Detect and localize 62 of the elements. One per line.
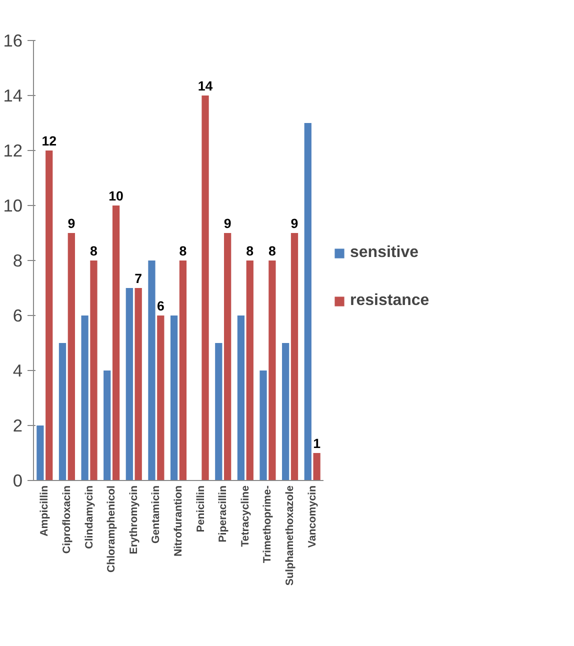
y-tick-label: 10: [3, 196, 23, 216]
bar: [36, 426, 44, 480]
y-tick-label: 0: [12, 470, 23, 490]
data-label: 8: [268, 244, 276, 258]
y-tick-label: 12: [3, 140, 23, 160]
x-tick-label: Trimethoprime-: [262, 485, 274, 564]
bar: [224, 233, 232, 480]
data-label: 9: [224, 216, 232, 231]
y-tick-label: 14: [3, 86, 23, 106]
x-tick-label: Chloramphenicol: [106, 485, 118, 573]
bar: [134, 288, 142, 480]
x-tick-label: Sulphamethoxazole: [284, 485, 296, 586]
legend-label: resistance: [350, 292, 430, 310]
data-label: 1: [313, 436, 322, 451]
bar: [58, 343, 66, 480]
x-tick-label: Penicillin: [194, 485, 207, 532]
y-tick-label: 4: [12, 360, 23, 380]
data-label: 9: [68, 216, 76, 231]
bar: [157, 316, 164, 480]
y-tick-label: 2: [12, 416, 23, 436]
y-tick-label: 16: [3, 30, 23, 50]
bar: [215, 343, 222, 480]
legend-label: sensitive: [350, 244, 418, 262]
bar: [237, 316, 245, 480]
x-tick-label: Vancomycin: [306, 485, 318, 548]
data-label: 10: [108, 188, 124, 204]
data-label: 14: [198, 78, 214, 94]
x-tick-label: Piperacillin: [217, 485, 230, 542]
bar: [46, 150, 53, 480]
bar: [268, 260, 276, 480]
data-label: 8: [90, 244, 98, 258]
bar: [313, 453, 320, 480]
bar: [260, 370, 267, 480]
x-tick-label: Ampicillin: [38, 485, 51, 536]
x-tick-label: Gentamicin: [150, 485, 162, 544]
bar: [104, 370, 111, 480]
data-label: 6: [156, 298, 164, 314]
bar: [148, 260, 156, 480]
data-label: 7: [134, 271, 142, 286]
bar: [304, 123, 312, 480]
bar: [290, 233, 298, 480]
x-tick-label: Nitrofurantion: [172, 486, 184, 557]
data-label: 9: [290, 216, 298, 231]
y-tick-label: 6: [12, 306, 23, 326]
bar: [170, 316, 178, 480]
x-tick-label: Clindamycin: [83, 485, 96, 549]
bar: [81, 316, 88, 480]
bar: [202, 96, 209, 480]
bar: [246, 260, 254, 480]
data-label: 8: [179, 244, 187, 258]
x-tick-label: Tetracycline: [239, 485, 252, 547]
bar: [179, 260, 187, 480]
bar: [126, 288, 133, 480]
bar: [68, 233, 75, 480]
x-tick-label: Erythromycin: [128, 485, 140, 554]
data-label: 8: [246, 244, 254, 258]
y-tick-label: 8: [12, 250, 23, 270]
data-label: 12: [42, 134, 57, 148]
x-tick-label: Ciprofloxacin: [60, 485, 73, 554]
bar: [112, 206, 120, 480]
bar: [282, 343, 290, 480]
bar: [90, 260, 98, 480]
